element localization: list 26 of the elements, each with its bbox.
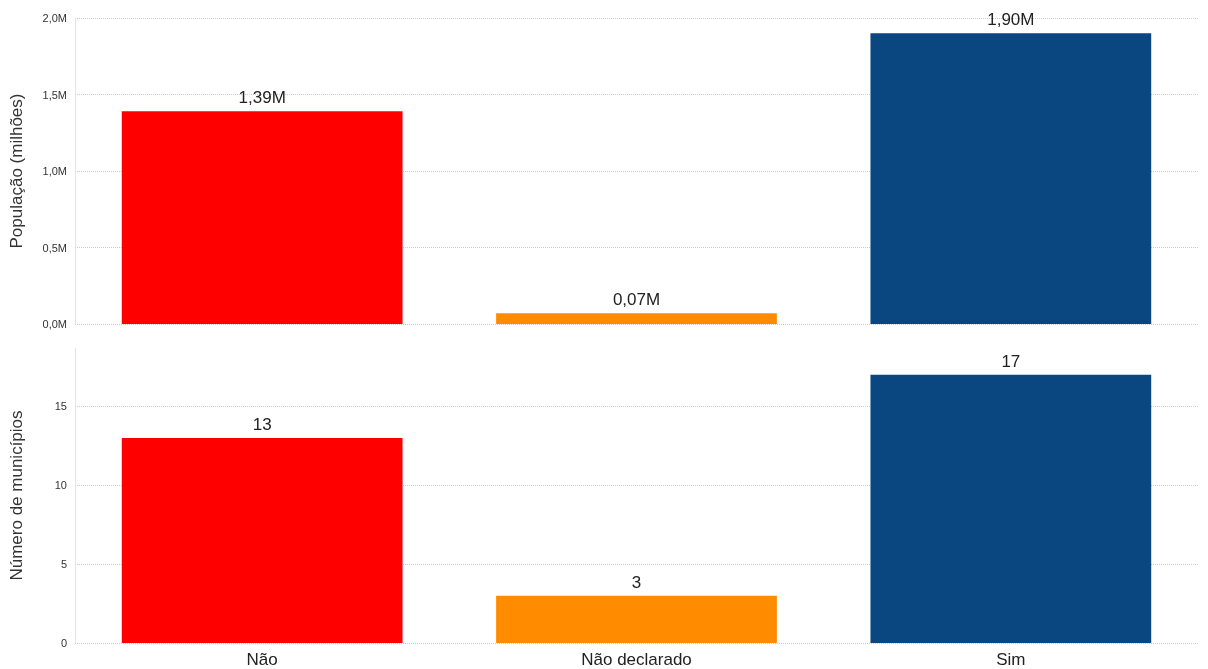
y-tick-label: 1,0M [42,165,67,177]
y-tick-label: 15 [54,400,67,413]
data-label: 0,07M [612,290,661,310]
y-tick-label: 0,0M [42,318,67,330]
x-tick-label: Sim [996,650,1026,669]
bar [870,33,1152,324]
y-tick-label: 1,5M [42,88,67,101]
y-tick-label: 2,0M [42,12,67,24]
data-label: 1,39M [238,88,286,108]
bar [870,374,1152,643]
data-label: 1,90M [987,10,1035,30]
bar [121,437,403,643]
y-tick-label: 10 [54,479,67,492]
bar [496,313,777,324]
y-tick-label: 5 [60,558,67,571]
bar [121,111,403,324]
x-tick-label: Não [246,650,278,669]
y-tick-label: 0 [60,637,67,649]
x-tick-label: Não declarado [581,650,692,669]
data-label: 3 [631,572,642,592]
y-axis-title: Número de municípios [7,410,26,581]
bar [496,595,777,643]
data-label: 13 [252,414,272,434]
y-tick-label: 0,5M [42,241,67,254]
y-axis-title: População (milhões) [7,93,26,249]
data-label: 17 [1001,351,1021,371]
